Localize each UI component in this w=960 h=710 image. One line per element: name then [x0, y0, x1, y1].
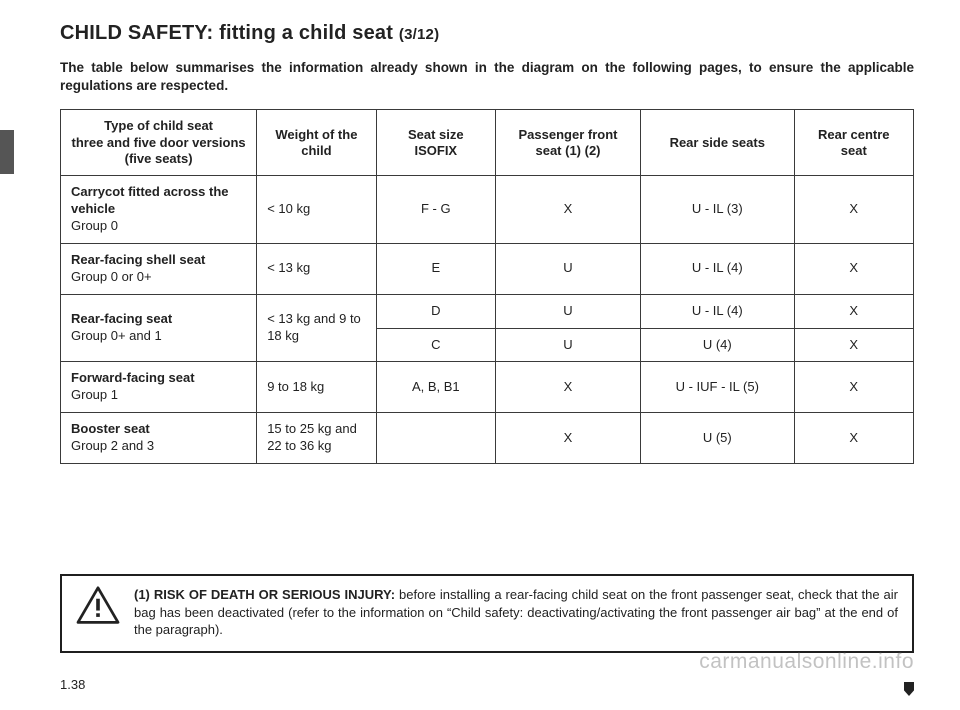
cell-front: U: [496, 243, 641, 294]
col-type: Type of child seat three and five door v…: [61, 110, 257, 176]
watermark: carmanualsonline.info: [699, 650, 914, 674]
col-weight: Weight of the child: [257, 110, 376, 176]
cell-rear-side: U - IL (4): [641, 294, 795, 328]
cell-type: Forward-facing seatGroup 1: [61, 362, 257, 413]
col-type-line1: Type of child seat: [71, 118, 246, 134]
col-type-line2: three and five door versions (five seats…: [71, 135, 246, 168]
page-number: 1.38: [60, 677, 85, 692]
col-front: Passenger front seat (1) (2): [496, 110, 641, 176]
page-corner-marker: [904, 682, 914, 696]
col-size-line1: Seat size: [387, 127, 485, 143]
cell-weight: < 13 kg: [257, 243, 376, 294]
col-rear-centre: Rear centre seat: [794, 110, 913, 176]
cell-rear-centre: X: [794, 176, 913, 244]
child-seat-table: Type of child seat three and five door v…: [60, 109, 914, 464]
table-row: Rear-facing shell seatGroup 0 or 0+ < 13…: [61, 243, 914, 294]
table-row: Carrycot fitted across the vehicleGroup …: [61, 176, 914, 244]
warning-text: (1) RISK OF DEATH OR SERIOUS INJURY: bef…: [134, 586, 898, 639]
cell-weight: < 13 kg and 9 to 18 kg: [257, 294, 376, 362]
cell-type: Carrycot fitted across the vehicleGroup …: [61, 176, 257, 244]
table-row: Forward-facing seatGroup 1 9 to 18 kg A,…: [61, 362, 914, 413]
table-row: Booster seatGroup 2 and 3 15 to 25 kg an…: [61, 413, 914, 464]
title-sub: (3/12): [399, 26, 439, 43]
table-body: Carrycot fitted across the vehicleGroup …: [61, 176, 914, 464]
table-header-row: Type of child seat three and five door v…: [61, 110, 914, 176]
intro-text: The table below summarises the informati…: [60, 59, 914, 95]
cell-weight: 9 to 18 kg: [257, 362, 376, 413]
cell-front: X: [496, 413, 641, 464]
cell-rear-centre: X: [794, 413, 913, 464]
cell-rear-side: U - IL (4): [641, 243, 795, 294]
cell-size: C: [376, 328, 495, 362]
cell-front: X: [496, 176, 641, 244]
cell-size: [376, 413, 495, 464]
cell-rear-centre: X: [794, 328, 913, 362]
cell-front: U: [496, 294, 641, 328]
cell-size: E: [376, 243, 495, 294]
page-title: CHILD SAFETY: fitting a child seat (3/12…: [60, 22, 914, 45]
warning-label: (1) RISK OF DEATH OR SERIOUS INJURY:: [134, 587, 395, 602]
cell-size: F - G: [376, 176, 495, 244]
cell-weight: < 10 kg: [257, 176, 376, 244]
cell-rear-side: U - IUF - IL (5): [641, 362, 795, 413]
cell-front: U: [496, 328, 641, 362]
warning-box: (1) RISK OF DEATH OR SERIOUS INJURY: bef…: [60, 574, 914, 653]
page: CHILD SAFETY: fitting a child seat (3/12…: [0, 0, 960, 653]
table-row: Rear-facing seatGroup 0+ and 1 < 13 kg a…: [61, 294, 914, 328]
col-size: Seat size ISOFIX: [376, 110, 495, 176]
cell-type: Rear-facing seatGroup 0+ and 1: [61, 294, 257, 362]
cell-front: X: [496, 362, 641, 413]
cell-type: Rear-facing shell seatGroup 0 or 0+: [61, 243, 257, 294]
cell-size: A, B, B1: [376, 362, 495, 413]
title-main: CHILD SAFETY: fitting a child seat: [60, 22, 399, 44]
cell-rear-centre: X: [794, 294, 913, 328]
cell-weight: 15 to 25 kg and 22 to 36 kg: [257, 413, 376, 464]
cell-size: D: [376, 294, 495, 328]
side-tab: [0, 130, 14, 174]
col-rear-side: Rear side seats: [641, 110, 795, 176]
cell-rear-centre: X: [794, 362, 913, 413]
cell-rear-side: U (5): [641, 413, 795, 464]
cell-rear-side: U - IL (3): [641, 176, 795, 244]
cell-rear-side: U (4): [641, 328, 795, 362]
cell-type: Booster seatGroup 2 and 3: [61, 413, 257, 464]
cell-rear-centre: X: [794, 243, 913, 294]
warning-icon: [76, 586, 120, 626]
col-size-line2: ISOFIX: [387, 143, 485, 159]
